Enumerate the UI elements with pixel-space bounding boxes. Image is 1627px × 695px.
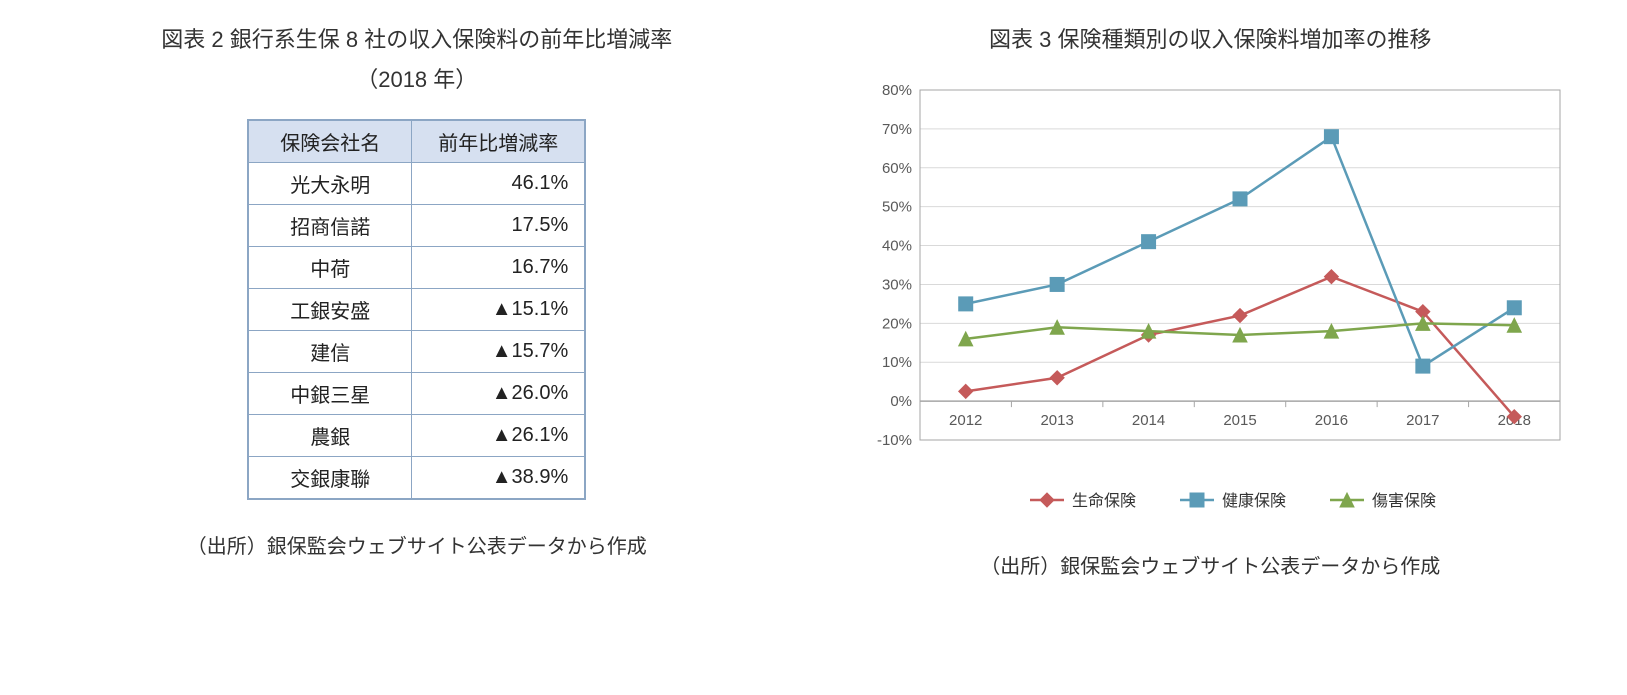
left-panel: 図表 2 銀行系生保 8 社の収入保険料の前年比増減率 （2018 年） 保険会… (40, 20, 794, 579)
table-header: 保険会社名 (248, 120, 412, 163)
svg-text:2012: 2012 (949, 412, 982, 429)
rate-value: ▲38.9% (412, 457, 586, 500)
rate-table: 保険会社名前年比増減率 光大永明46.1%招商信諾17.5%中荷16.7%工銀安… (247, 119, 586, 500)
line-chart: -10% 0% 10% 20% 30% 40% 50% 60% 70% 80% 2012 2013 20… (850, 80, 1570, 520)
rate-value: 17.5% (412, 205, 586, 247)
svg-text:2015: 2015 (1224, 412, 1257, 429)
rate-value: ▲26.0% (412, 373, 586, 415)
rate-value: 16.7% (412, 247, 586, 289)
table-row: 中銀三星▲26.0% (248, 373, 585, 415)
svg-text:2013: 2013 (1041, 412, 1074, 429)
table-row: 交銀康聯▲38.9% (248, 457, 585, 500)
company-name: 農銀 (248, 415, 412, 457)
company-name: 交銀康聯 (248, 457, 412, 500)
company-name: 工銀安盛 (248, 289, 412, 331)
company-name: 建信 (248, 331, 412, 373)
svg-text:60%: 60% (882, 159, 912, 176)
svg-text:0%: 0% (891, 393, 913, 410)
svg-text:40%: 40% (882, 237, 912, 254)
right-source: （出所）銀保監会ウェブサイト公表データから作成 (834, 550, 1588, 579)
svg-text:傷害保険: 傷害保険 (1372, 492, 1436, 510)
table-row: 中荷16.7% (248, 247, 585, 289)
svg-text:70%: 70% (882, 120, 912, 137)
rate-value: ▲15.1% (412, 289, 586, 331)
table-row: 光大永明46.1% (248, 163, 585, 205)
left-title: 図表 2 銀行系生保 8 社の収入保険料の前年比増減率 （2018 年） (40, 20, 794, 99)
svg-text:2014: 2014 (1132, 412, 1165, 429)
table-row: 建信▲15.7% (248, 331, 585, 373)
svg-text:生命保険: 生命保険 (1072, 492, 1136, 510)
right-title: 図表 3 保険種類別の収入保険料増加率の推移 (834, 20, 1588, 60)
table-row: 工銀安盛▲15.1% (248, 289, 585, 331)
svg-text:50%: 50% (882, 198, 912, 215)
svg-text:健康保険: 健康保険 (1222, 492, 1286, 510)
left-title-line1: 図表 2 銀行系生保 8 社の収入保険料の前年比増減率 (40, 20, 794, 60)
company-name: 光大永明 (248, 163, 412, 205)
svg-text:2017: 2017 (1406, 412, 1439, 429)
right-panel: 図表 3 保険種類別の収入保険料増加率の推移 -10% 0% 10% 20% 30% 40… (834, 20, 1588, 579)
svg-text:20%: 20% (882, 315, 912, 332)
svg-text:-10%: -10% (877, 432, 912, 449)
rate-value: ▲15.7% (412, 331, 586, 373)
rate-value: ▲26.1% (412, 415, 586, 457)
rate-value: 46.1% (412, 163, 586, 205)
company-name: 中荷 (248, 247, 412, 289)
left-title-line2: （2018 年） (40, 60, 794, 100)
left-source: （出所）銀保監会ウェブサイト公表データから作成 (40, 530, 794, 559)
table-header: 前年比増減率 (412, 120, 586, 163)
svg-text:10%: 10% (882, 354, 912, 371)
table-row: 農銀▲26.1% (248, 415, 585, 457)
company-name: 中銀三星 (248, 373, 412, 415)
company-name: 招商信諾 (248, 205, 412, 247)
svg-text:80%: 80% (882, 82, 912, 99)
svg-text:2016: 2016 (1315, 412, 1348, 429)
table-row: 招商信諾17.5% (248, 205, 585, 247)
svg-text:30%: 30% (882, 276, 912, 293)
